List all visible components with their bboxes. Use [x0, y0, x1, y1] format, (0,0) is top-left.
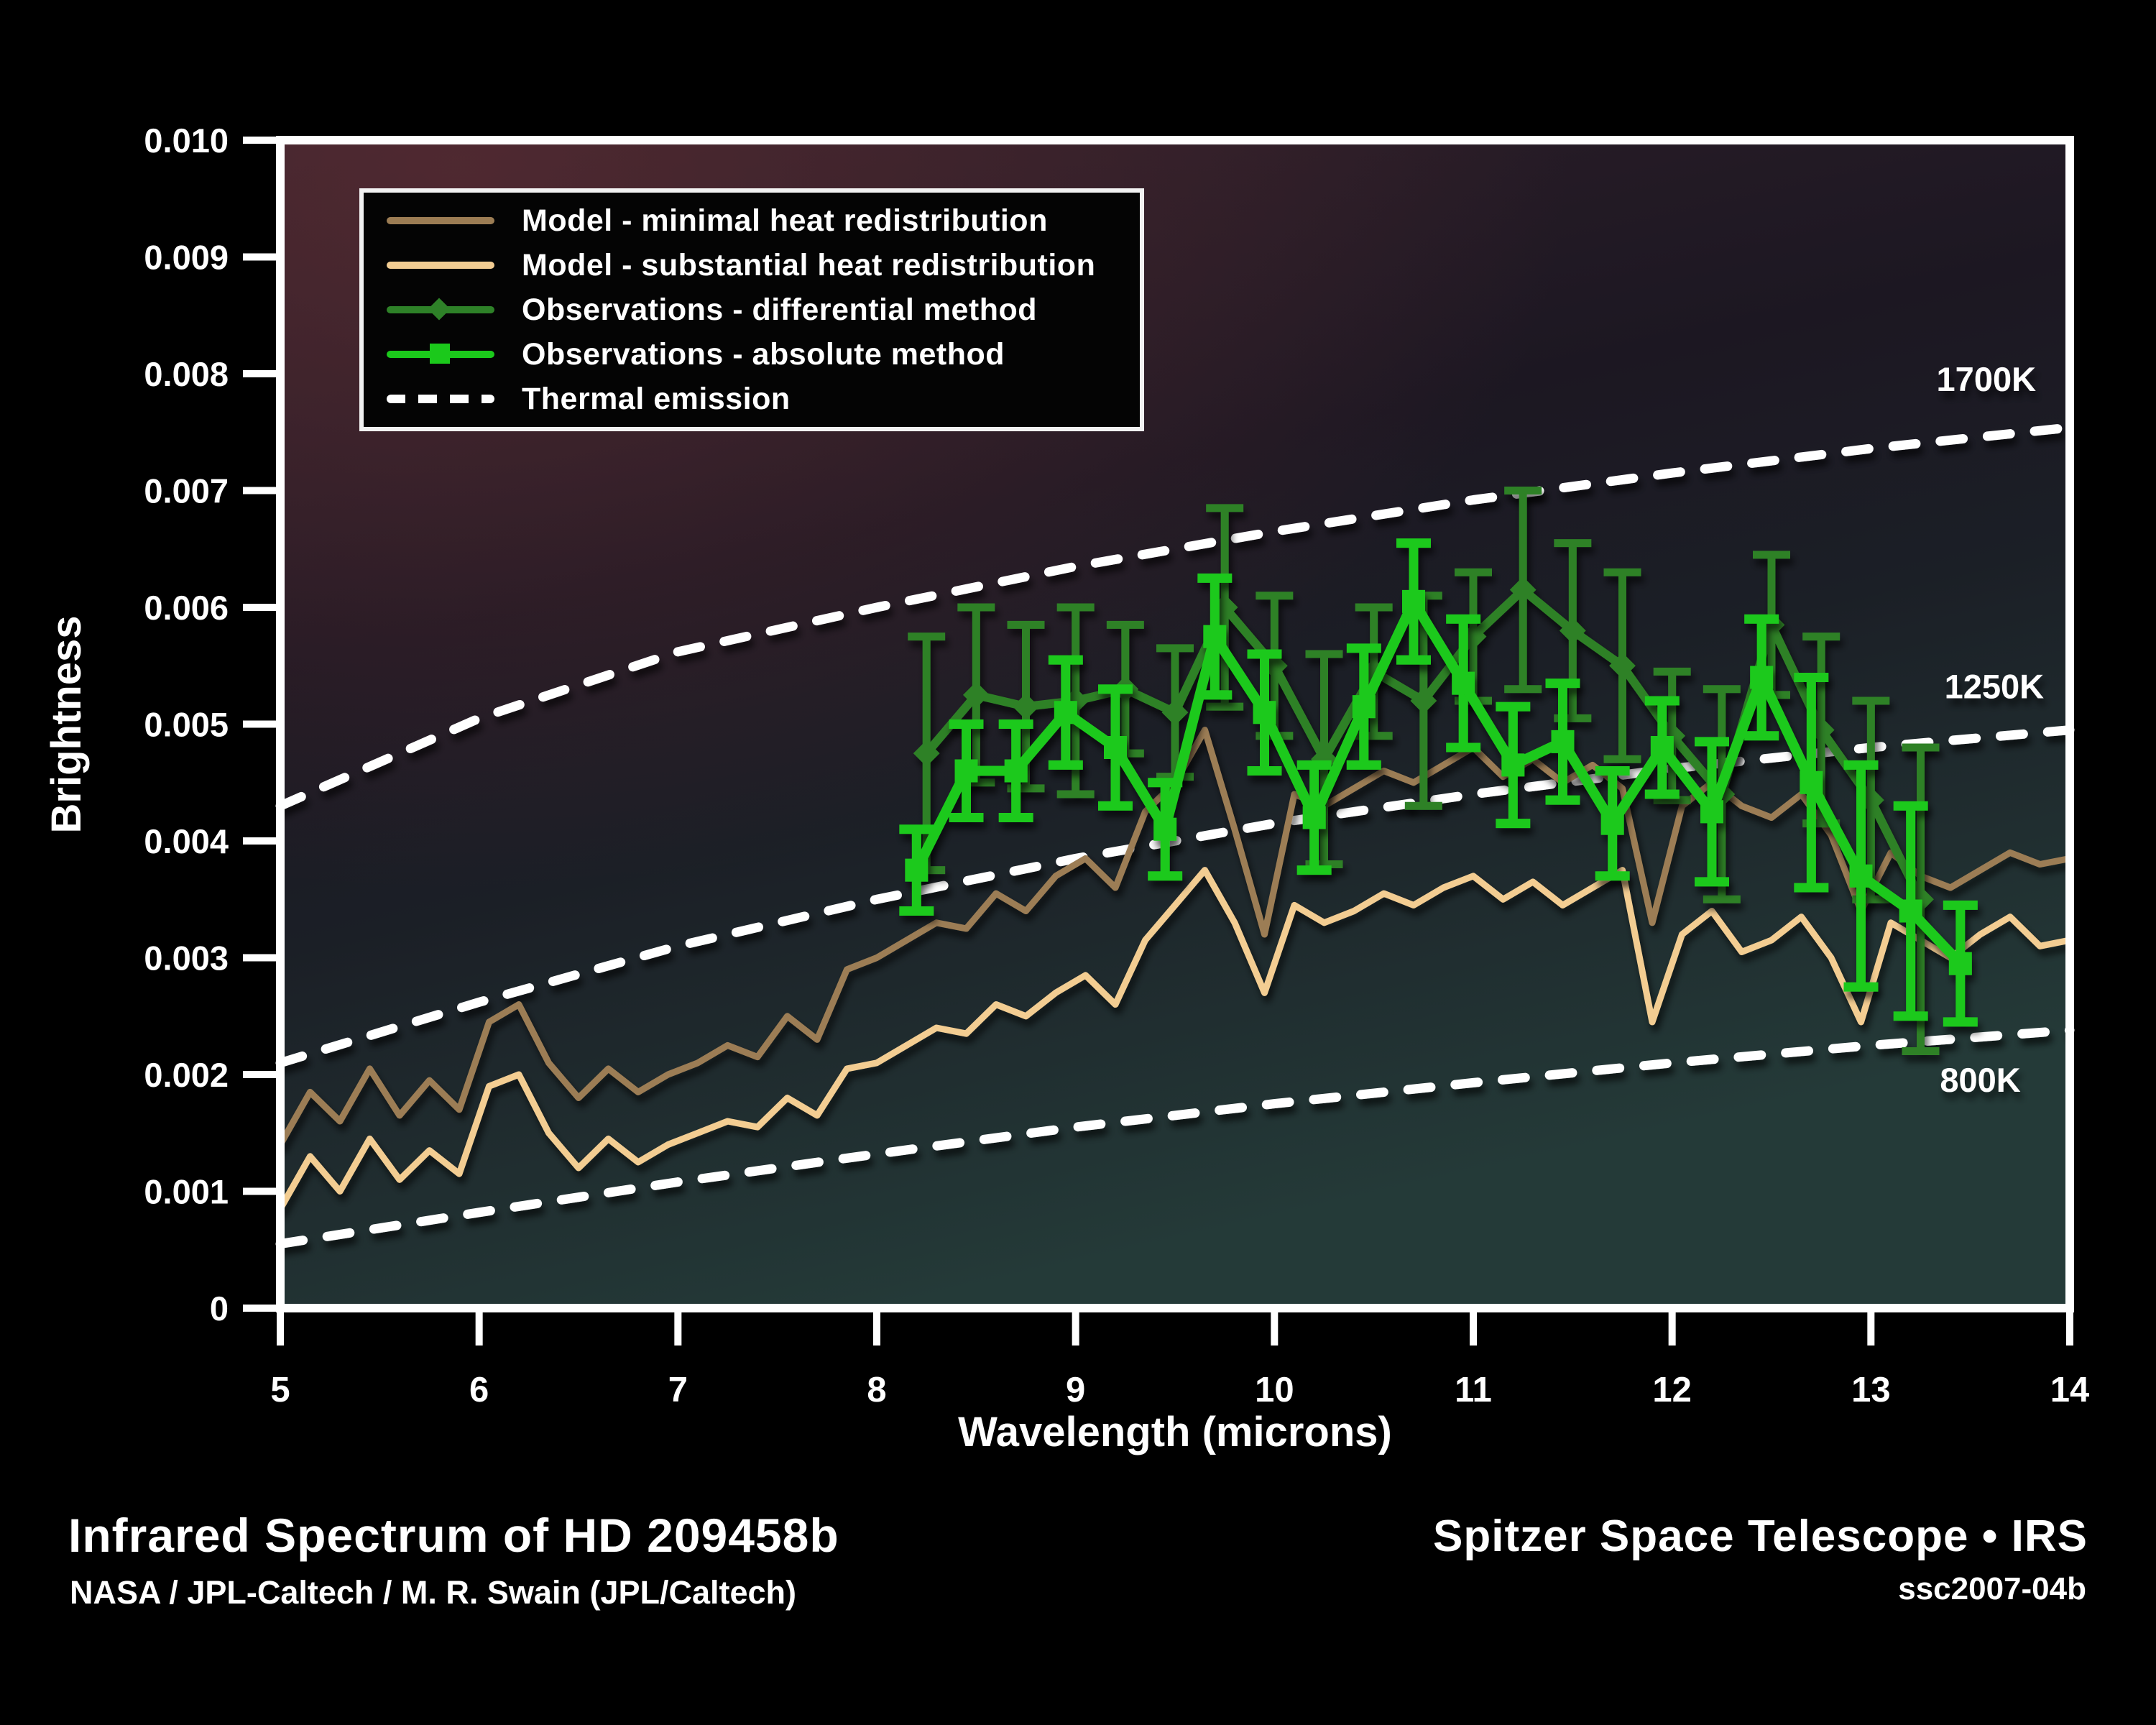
x-axis-title: Wavelength (microns): [958, 1409, 1392, 1455]
legend-swatch-line-square-icon: [387, 342, 494, 367]
y-tick-label: 0.005: [144, 706, 229, 744]
legend-item: Observations - absolute method: [364, 334, 1140, 375]
x-tick-label: 11: [1455, 1371, 1492, 1409]
obs-absolute-marker: [1948, 952, 1972, 975]
x-tick-label: 13: [1851, 1371, 1891, 1409]
obs-absolute-marker: [1054, 701, 1077, 724]
y-tick-label: 0.002: [144, 1056, 229, 1094]
thermal-curve-1250K: [275, 725, 2075, 1068]
obs-absolute-marker: [1849, 864, 1873, 888]
legend-label: Thermal emission: [522, 381, 791, 416]
obs-differential-marker: [962, 681, 990, 709]
obs-absolute-marker: [1452, 671, 1475, 695]
obs-absolute-marker: [1650, 736, 1674, 759]
legend-swatch-line-icon: [387, 208, 494, 233]
obs-absolute-marker: [1899, 899, 1922, 923]
legend-item: Thermal emission: [364, 378, 1140, 420]
figure-credit: NASA / JPL-Caltech / M. R. Swain (JPL/Ca…: [70, 1574, 797, 1611]
obs-absolute-marker: [1750, 666, 1774, 689]
legend-swatch-line-icon: [387, 253, 494, 277]
obs-absolute-marker: [1004, 759, 1028, 783]
figure-title: Infrared Spectrum of HD 209458b: [68, 1509, 839, 1562]
obs-absolute-marker: [1302, 806, 1326, 829]
x-tick-label: 8: [867, 1371, 886, 1409]
obs-differential-marker: [1410, 687, 1437, 714]
legend-label: Observations - differential method: [522, 292, 1038, 327]
obs-absolute-marker: [905, 858, 929, 882]
telescope-title: Spitzer Space Telescope • IRS: [1433, 1512, 2088, 1561]
obs-absolute-marker: [1501, 753, 1525, 777]
obs-differential-marker: [1609, 652, 1636, 679]
y-tick-label: 0.003: [144, 939, 229, 978]
obs-absolute-marker: [1402, 589, 1425, 613]
thermal-curves: 1700K 1250K 800K: [275, 360, 2075, 1249]
thermal-label-800K: 800K: [1940, 1061, 2020, 1099]
legend-swatch-line-diamond-icon: [387, 298, 494, 322]
obs-absolute-marker: [1352, 695, 1376, 719]
y-tick-label: 0.007: [144, 472, 229, 510]
legend-item: Model - minimal heat redistribution: [364, 200, 1140, 242]
thermal-label-1250K: 1250K: [1945, 668, 2045, 706]
obs-differential-marker: [1013, 693, 1039, 720]
y-tick-label: 0.001: [144, 1173, 229, 1211]
y-tick-label: 0.004: [144, 822, 229, 860]
obs-differential-marker: [1509, 576, 1537, 604]
plot-frame: [276, 136, 2074, 1312]
obs-absolute-marker: [1203, 625, 1227, 648]
x-tick-label: 14: [2050, 1371, 2090, 1409]
thermal-curve-800K: [275, 1025, 2075, 1249]
obs-differential-marker: [1559, 617, 1586, 644]
legend-item: Model - substantial heat redistribution: [364, 244, 1140, 286]
obs-absolute-line: [912, 596, 1964, 967]
obs-differential-marker: [913, 740, 940, 767]
x-tick-label: 9: [1066, 1371, 1085, 1409]
y-tick-label: 0: [210, 1289, 229, 1328]
x-tick-label: 12: [1652, 1371, 1692, 1409]
y-tick-label: 0.009: [144, 239, 229, 277]
obs-absolute-marker: [1551, 730, 1575, 753]
obs-absolute-marker: [1153, 817, 1177, 841]
obs-absolute-marker: [1800, 770, 1823, 794]
x-tick-label: 10: [1255, 1371, 1294, 1409]
model-substantial-curve: [277, 867, 2073, 1213]
thermal-label-1700K: 1700K: [1937, 360, 2037, 398]
y-axis-title: Brightness: [43, 616, 90, 834]
y-tick-label: 0.006: [144, 589, 229, 627]
obs-absolute-marker: [1700, 800, 1723, 824]
obs-absolute-series: [899, 538, 1978, 1027]
x-tick-label: 7: [668, 1371, 688, 1409]
legend-box: Model - minimal heat redistribution Model…: [359, 188, 1144, 431]
y-tick-label: 0.010: [144, 121, 229, 160]
obs-differential-marker: [1161, 699, 1189, 726]
thermal-curve-1700K: [275, 423, 2075, 811]
release-id: ssc2007-04b: [1898, 1571, 2086, 1606]
legend-label: Model - substantial heat redistribution: [522, 247, 1096, 282]
obs-absolute-marker: [954, 759, 978, 783]
axes: 5 6 7 8 9 10 11 12 13 14 0 0.001 0.002 0.003 0.004 0.00…: [144, 121, 2089, 1409]
obs-absolute-marker: [1104, 736, 1127, 759]
legend-item: Observations - differential method: [364, 289, 1140, 331]
obs-absolute-marker: [1600, 811, 1624, 835]
y-tick-label: 0.008: [144, 355, 229, 393]
legend-label: Model - minimal heat redistribution: [522, 203, 1048, 238]
x-tick-label: 5: [270, 1371, 290, 1409]
legend-label: Observations - absolute method: [522, 336, 1005, 372]
x-tick-label: 6: [469, 1371, 489, 1409]
legend-swatch-dashed-line-icon: [387, 387, 494, 411]
obs-absolute-marker: [1253, 701, 1276, 724]
